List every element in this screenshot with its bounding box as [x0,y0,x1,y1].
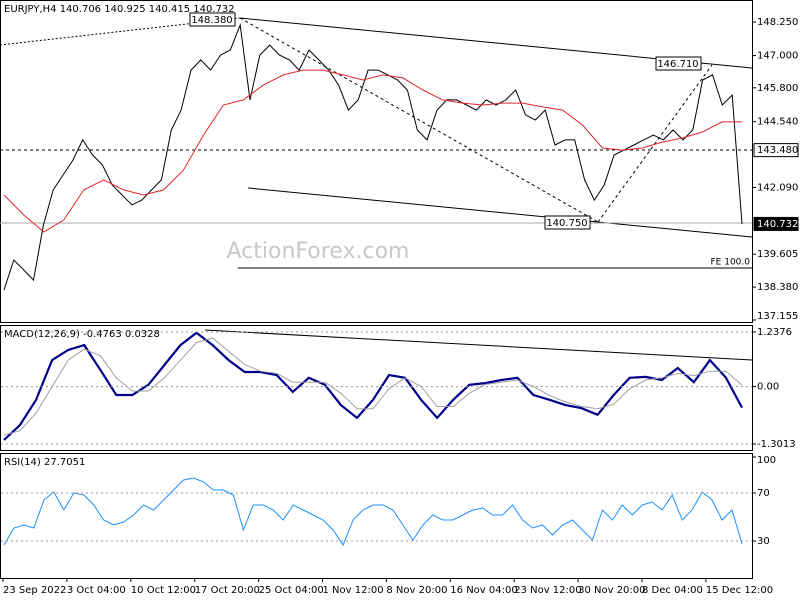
y-tick-label: 30 [757,536,770,547]
series-line [3,69,742,233]
price-panel [0,0,753,323]
panel-title: RSI(14) 27.7051 [4,457,85,468]
annotation: 148.380 [191,15,232,26]
x-tick-label: 17 Oct 20:00 [195,585,260,596]
y-tick-label: 147.000 [757,51,798,62]
annotation-box [655,56,702,71]
x-tick-label: 8 Dec 04:00 [642,585,703,596]
trend-line [204,329,753,361]
y-tick-label: 145.800 [757,83,798,94]
trend-line [597,64,713,223]
annotation: 146.710 [657,59,698,70]
price-label: 140.732 [757,219,798,230]
x-tick-label: 23 Sep 2022 [3,585,66,596]
price-label-box [753,216,799,231]
watermark: ActionForex.com [227,239,410,264]
y-tick-label: 100 [757,455,776,466]
annotation-box [189,12,236,27]
y-tick-label: 148.250 [757,17,798,28]
series-line [3,477,743,547]
price-label: 143.480 [757,145,798,156]
x-tick-label: 15 Dec 12:00 [706,585,773,596]
x-tick-label: 16 Nov 04:00 [450,585,517,596]
x-tick-label: 23 Nov 12:00 [514,585,581,596]
y-tick-label: 139.605 [757,249,798,260]
x-tick-label: 8 Nov 20:00 [386,585,447,596]
x-tick-label: 10 Oct 12:00 [131,585,196,596]
trend-line [239,17,599,223]
series-line [3,331,743,441]
trend-line [247,187,753,238]
y-tick-label: 142.090 [757,182,798,193]
x-tick-label: 3 Oct 04:00 [67,585,126,596]
y-tick-label: -1.3013 [757,439,796,450]
panel-title: MACD(12,26,9) -0.4763 0.0328 [4,329,160,340]
y-tick-label: 0.00 [757,382,779,393]
macd-panel [0,325,753,451]
chart-title: EURJPY,H4 140.706 140.925 140.415 140.73… [4,4,235,15]
x-tick-label: 25 Oct 04:00 [259,585,324,596]
rsi-panel [0,453,753,579]
annotation-box [544,215,591,230]
series-line [3,23,743,291]
price-label-box [753,143,799,158]
y-tick-label: 144.540 [757,117,798,128]
y-tick-label: 1.2376 [757,327,792,338]
y-tick-label: 138.380 [757,282,798,293]
x-tick-label: 30 Nov 20:00 [578,585,645,596]
y-tick-label: 137.155 [757,311,798,322]
annotation: FE 100.0 [711,258,751,268]
annotation: 140.750 [546,218,587,229]
y-tick-label: 70 [757,488,770,499]
marks [3,23,743,547]
x-tick-label: 1 Nov 12:00 [323,585,384,596]
